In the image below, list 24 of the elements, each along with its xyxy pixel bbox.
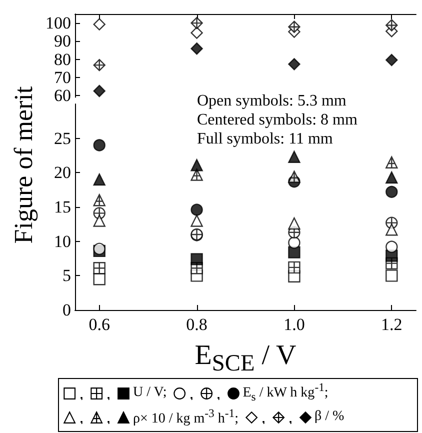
y-tick-label: 60 xyxy=(54,86,71,105)
y-tick-label: 0 xyxy=(62,300,71,320)
legend-label: U / V; xyxy=(133,384,167,402)
x-tick-label: 1.2 xyxy=(381,315,402,334)
x-tick-label: 0.6 xyxy=(88,315,110,334)
legend-label: ρ× 10 / kg m$^{-3}$ h$^{-1}$; xyxy=(133,406,238,429)
annotation: Full symbols: 11 mm xyxy=(197,130,334,148)
y-tick-label: 90 xyxy=(54,32,71,51)
y-tick-label: 15 xyxy=(54,198,71,216)
annotation: Open symbols: 5.3 mm xyxy=(197,92,347,110)
y-tick-label: 25 xyxy=(54,128,71,148)
legend-label: E$_{s}$ / kW h kg$^{-1}$; xyxy=(242,380,328,406)
legend-label: β / % xyxy=(314,408,344,426)
y-tick-label: 20 xyxy=(54,163,71,182)
y-tick-label: 10 xyxy=(54,232,71,251)
x-axis-title: E$_{SCE}$ / V xyxy=(194,340,298,378)
x-tick-label: 0.8 xyxy=(186,315,208,334)
y-tick-label: 100 xyxy=(46,14,71,33)
y-tick-label: 5 xyxy=(62,266,71,286)
annotation: Centered symbols: 8 mm xyxy=(197,112,358,128)
y-axis-title: Figure of merit xyxy=(9,86,38,244)
y-tick-label: 70 xyxy=(54,68,71,87)
x-tick-label: 1.0 xyxy=(284,315,305,334)
y-tick-label: 80 xyxy=(54,50,71,69)
